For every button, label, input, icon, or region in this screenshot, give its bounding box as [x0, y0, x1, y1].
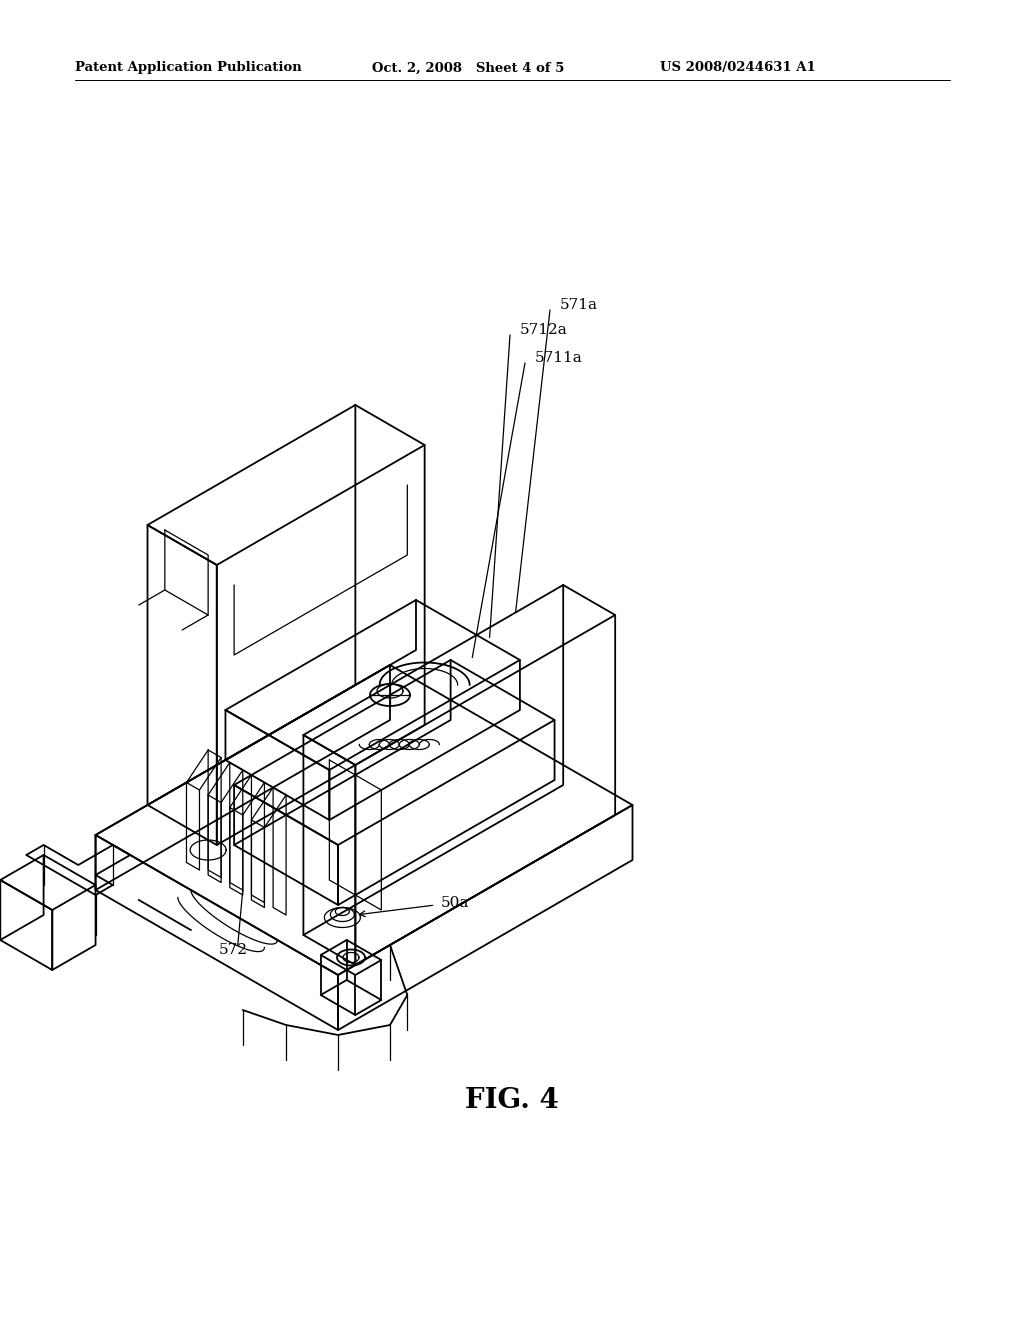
- Text: 572: 572: [218, 942, 247, 957]
- Text: 571a: 571a: [560, 298, 598, 312]
- Text: FIG. 4: FIG. 4: [465, 1086, 559, 1114]
- Text: 5711a: 5711a: [535, 351, 583, 366]
- Text: Patent Application Publication: Patent Application Publication: [75, 62, 302, 74]
- Text: 5712a: 5712a: [520, 323, 567, 337]
- Text: US 2008/0244631 A1: US 2008/0244631 A1: [660, 62, 816, 74]
- Text: 50a: 50a: [440, 896, 469, 909]
- Text: Oct. 2, 2008   Sheet 4 of 5: Oct. 2, 2008 Sheet 4 of 5: [372, 62, 564, 74]
